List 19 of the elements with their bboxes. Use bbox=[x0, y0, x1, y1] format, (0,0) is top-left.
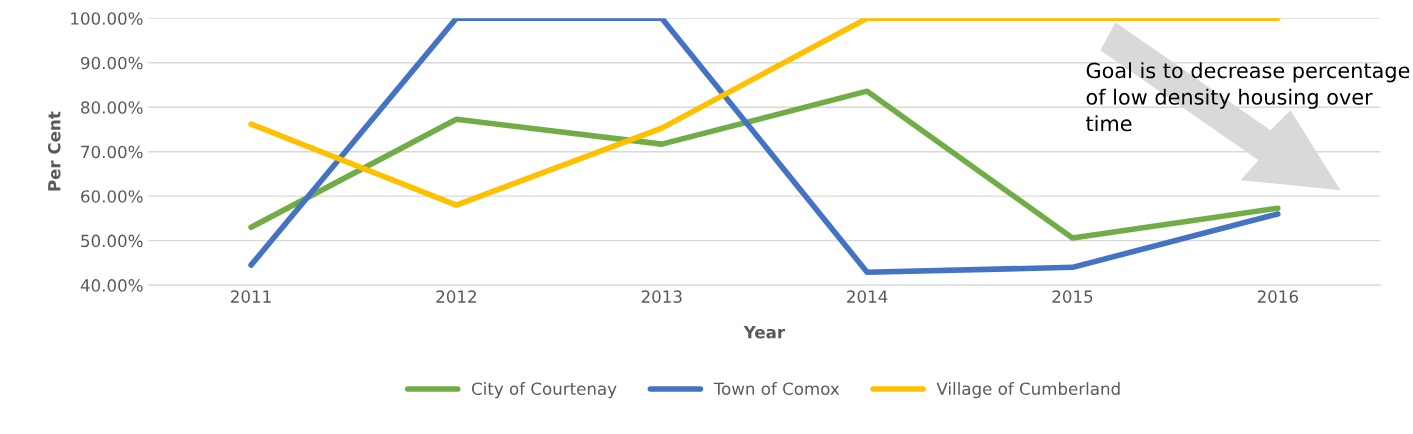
y-tick-label: 80.00% bbox=[81, 101, 143, 114]
legend-label: Village of Cumberland bbox=[936, 382, 1120, 399]
x-tick-label: 2015 bbox=[1052, 290, 1093, 303]
x-tick-label: 2011 bbox=[231, 290, 271, 303]
x-tick-label: 2012 bbox=[436, 290, 476, 303]
legend-label: City of Courtenay bbox=[471, 382, 617, 399]
y-tick-label: 60.00% bbox=[81, 190, 143, 203]
legend-label: Town of Comox bbox=[713, 382, 840, 396]
annotation: Goal is to decrease percentage of low density housing over time bbox=[1086, 62, 1410, 132]
x-axis-title: Year bbox=[743, 326, 786, 339]
x-tick-label: 2014 bbox=[847, 290, 888, 303]
y-tick-label: 40.00% bbox=[80, 279, 143, 292]
x-tick-label: 2013 bbox=[641, 290, 682, 303]
y-tick-label: 50.00% bbox=[81, 234, 143, 248]
x-tick-label: 2016 bbox=[1257, 290, 1298, 303]
y-tick-label: 90.00% bbox=[81, 56, 143, 70]
y-tick-label: 100.00% bbox=[71, 12, 143, 25]
y-tick-label: 70.00% bbox=[81, 145, 143, 159]
y-axis-title: Per Cent bbox=[47, 111, 61, 191]
